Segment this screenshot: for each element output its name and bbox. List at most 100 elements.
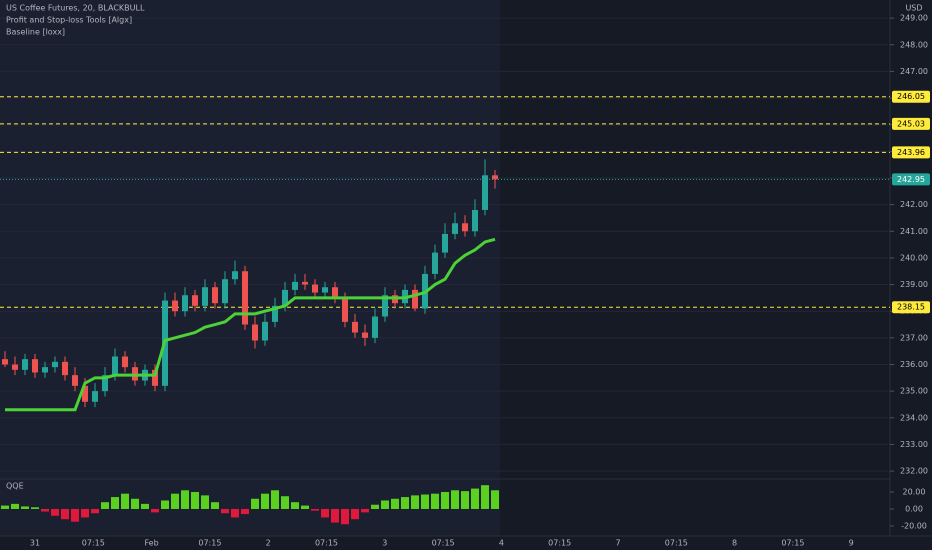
oscillator-bar — [221, 508, 229, 514]
oscillator-bar — [411, 495, 419, 509]
candle-body — [22, 359, 28, 370]
oscillator-bar — [241, 508, 249, 515]
candle-body — [2, 359, 8, 365]
oscillator-bar — [111, 497, 119, 509]
oscillator-bar — [31, 507, 39, 509]
candle-body — [302, 281, 308, 285]
candle-body — [492, 175, 498, 180]
candle-body — [242, 271, 248, 325]
chart-title: US Coffee Futures, 20, BLACKBULL — [6, 4, 145, 13]
y-tick-label: 233.00 — [900, 440, 928, 449]
oscillator-bar — [441, 491, 449, 509]
level-tag — [892, 146, 930, 159]
oscillator-bar — [491, 490, 499, 509]
candle-body — [452, 223, 458, 234]
candle-body — [312, 284, 318, 293]
y-tick-label: 237.00 — [900, 333, 928, 342]
candle-body — [472, 209, 478, 232]
level-label: 243.96 — [897, 148, 925, 157]
level-tag — [892, 90, 930, 103]
oscillator-bar — [201, 495, 209, 509]
indicator-name: Profit and Stop-loss Tools [Algx] — [6, 16, 132, 25]
candle-body — [292, 281, 298, 290]
candle-body — [152, 369, 158, 386]
pane-title: QQE — [6, 482, 24, 491]
oscillator-bar — [271, 490, 279, 509]
y-tick-label: 242.00 — [900, 200, 928, 209]
baseline-line — [5, 237, 496, 412]
oscillator-bar — [11, 503, 19, 509]
oscillator-bar — [141, 503, 149, 509]
x-tick-label: 07:15 — [781, 539, 804, 548]
candle-body — [202, 287, 208, 306]
plot-layer: 232.00 233.00 234.00 235.00 236.00 237.00 238.… — [0, 14, 930, 548]
level-label: 246.05 — [897, 92, 925, 101]
candle-body — [172, 300, 178, 312]
candle-body — [52, 361, 58, 368]
candle-body — [92, 391, 98, 402]
oscillator-bar — [21, 506, 29, 509]
oscillator-bar — [261, 493, 269, 509]
candle-body — [102, 375, 108, 392]
candle-body — [122, 356, 128, 368]
level-label: 245.03 — [897, 119, 925, 128]
y-tick-label: 234.00 — [900, 413, 928, 422]
oscillator-bar — [191, 491, 199, 509]
candle-body — [442, 233, 448, 253]
x-tick-label: 07:15 — [548, 539, 571, 548]
oscillator-bar — [1, 505, 9, 509]
oscillator-bar — [461, 491, 469, 509]
candle-body — [262, 321, 268, 341]
candle-body — [412, 289, 418, 309]
x-tick-label: 07:15 — [315, 539, 338, 548]
oscillator-bar — [181, 490, 189, 509]
indicator-name: Baseline [loxx] — [6, 28, 65, 37]
x-tick-label: 9 — [849, 539, 854, 548]
candle-body — [232, 271, 238, 280]
y-tick-label: 236.00 — [900, 360, 928, 369]
oscillator-bar — [371, 504, 379, 509]
y-tick-label: 241.00 — [900, 227, 928, 236]
candle-body — [192, 295, 198, 306]
candle-body — [42, 367, 48, 373]
oscillator-bar — [41, 508, 49, 512]
candle-body — [212, 287, 218, 304]
candle-body — [222, 279, 228, 304]
oscillator-bar — [451, 490, 459, 509]
y-tick-label: 240.00 — [900, 253, 928, 262]
candle-body — [282, 289, 288, 306]
candle-body — [362, 332, 368, 338]
oscillator-bar — [301, 505, 309, 509]
oscillator-bar — [321, 508, 329, 518]
oscillator-bar — [421, 494, 429, 509]
oscillator-bar — [161, 500, 169, 509]
candle-body — [342, 297, 348, 322]
level-tag — [892, 117, 930, 130]
candle-body — [182, 295, 188, 312]
oscillator-bar — [71, 508, 79, 522]
candle-body — [12, 364, 18, 370]
candle-body — [372, 316, 378, 338]
candle-body — [352, 321, 358, 333]
candle-body — [32, 359, 38, 373]
level-label: 238.15 — [897, 303, 925, 312]
oscillator-bar — [311, 508, 319, 511]
last-price-tag — [892, 173, 930, 186]
candle-body — [82, 385, 88, 402]
x-tick-label: 8 — [732, 539, 737, 548]
oscillator-bar — [81, 508, 89, 518]
x-tick-label: 07:15 — [665, 539, 688, 548]
candle-body — [252, 324, 258, 341]
candle-body — [112, 356, 118, 376]
oscillator-bar — [401, 497, 409, 509]
oscillator-bar — [331, 508, 339, 523]
oscillator-bar — [381, 500, 389, 509]
y-tick-label: 249.00 — [900, 14, 928, 23]
y-tick-label: 235.00 — [900, 387, 928, 396]
oscillator-bar — [131, 498, 139, 509]
x-tick-label: 07:15 — [432, 539, 455, 548]
oscillator-bar — [121, 493, 129, 509]
x-tick-label: Feb — [145, 539, 159, 548]
candle-body — [322, 287, 328, 293]
oscillator-bar — [281, 496, 289, 509]
